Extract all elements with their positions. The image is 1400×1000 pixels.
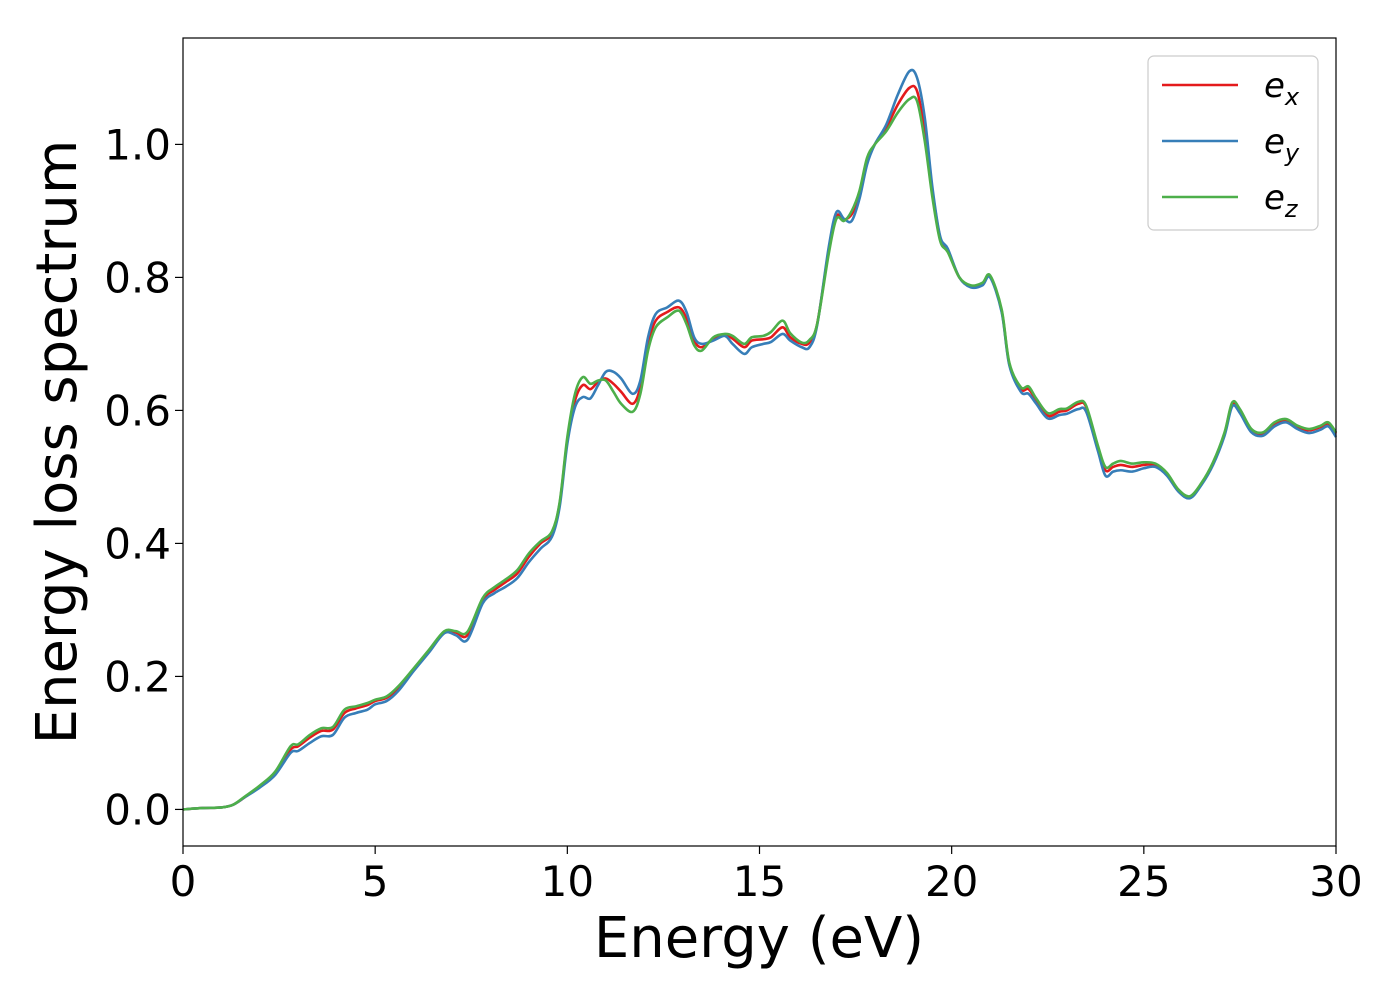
y-tick-label: 0.4 bbox=[104, 519, 171, 568]
legend-box bbox=[1147, 55, 1319, 231]
y-tick-label: 0.8 bbox=[104, 253, 171, 302]
y-axis-title: Energy loss spectrum bbox=[25, 140, 90, 745]
legend-label: ey bbox=[1264, 122, 1300, 167]
legend: ex ey ez bbox=[1147, 55, 1319, 231]
series-line-e-z bbox=[182, 95, 1338, 811]
series-line-e-y bbox=[182, 68, 1338, 811]
y-axis-ticks: 0.0 0.2 0.4 0.6 0.8 1.0 bbox=[104, 120, 183, 834]
legend-label: ez bbox=[1264, 178, 1299, 223]
y-tick-label: 0.0 bbox=[104, 785, 171, 834]
x-tick-label: 15 bbox=[733, 857, 786, 906]
x-tick-label: 20 bbox=[925, 857, 978, 906]
x-tick-label: 10 bbox=[541, 857, 594, 906]
y-tick-label: 0.6 bbox=[104, 386, 171, 435]
x-axis-title: Energy (eV) bbox=[594, 906, 924, 971]
x-tick-label: 25 bbox=[1117, 857, 1170, 906]
legend-label: ex bbox=[1264, 66, 1300, 111]
plot-lines bbox=[182, 68, 1338, 811]
y-tick-label: 0.2 bbox=[104, 652, 171, 701]
x-tick-label: 5 bbox=[362, 857, 389, 906]
x-axis-ticks: 0 5 10 15 20 25 30 bbox=[170, 846, 1363, 906]
x-tick-label: 0 bbox=[170, 857, 197, 906]
x-tick-label: 30 bbox=[1309, 857, 1362, 906]
y-tick-label: 1.0 bbox=[104, 120, 171, 169]
